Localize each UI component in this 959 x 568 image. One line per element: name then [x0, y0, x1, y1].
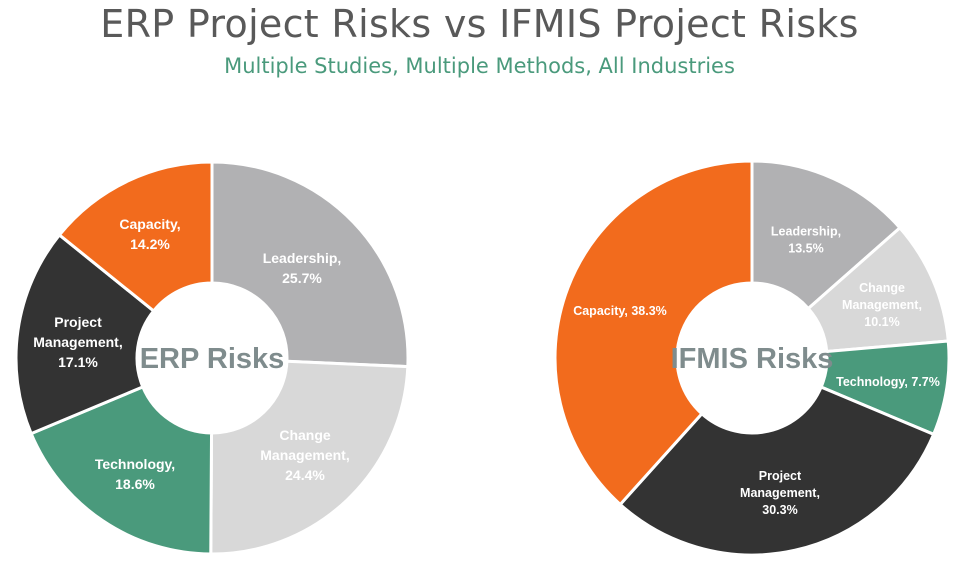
- slice-label-technology: Technology, 7.7%: [836, 375, 940, 389]
- slice-label-capacity: Capacity, 14.2%: [119, 216, 180, 252]
- slice-label-capacity: Capacity, 38.3%: [573, 304, 667, 318]
- slice-label-leadership: Leadership, 25.7%: [263, 250, 342, 286]
- slice-label-technology: Technology, 18.6%: [95, 456, 175, 492]
- slice-label-change-management: Change Management, 10.1%: [842, 281, 922, 329]
- center-label: ERP Risks: [140, 343, 285, 375]
- donut-chart-erp: ERP Risks Leadership, 25.7% Change Managemen…: [14, 160, 410, 556]
- slice-label-project-management: Project Management, 30.3%: [740, 469, 820, 517]
- center-label: IFMIS Risks: [671, 343, 834, 375]
- chart-subtitle: Multiple Studies, Multiple Methods, All …: [224, 54, 735, 78]
- slice-label-leadership: Leadership, 13.5%: [771, 225, 841, 256]
- slice-label-project-management: Project Management, 17.1%: [33, 314, 122, 370]
- donut-chart-ifmis: IFMIS Risks Leadership, 13.5%Change Managem…: [553, 159, 951, 557]
- chart-title: ERP Project Risks vs IFMIS Project Risks: [100, 2, 859, 46]
- slice-label-change-management: Change Management, 24.4%: [260, 427, 349, 483]
- donut-hole: [137, 283, 287, 433]
- donut-hole: [677, 283, 827, 433]
